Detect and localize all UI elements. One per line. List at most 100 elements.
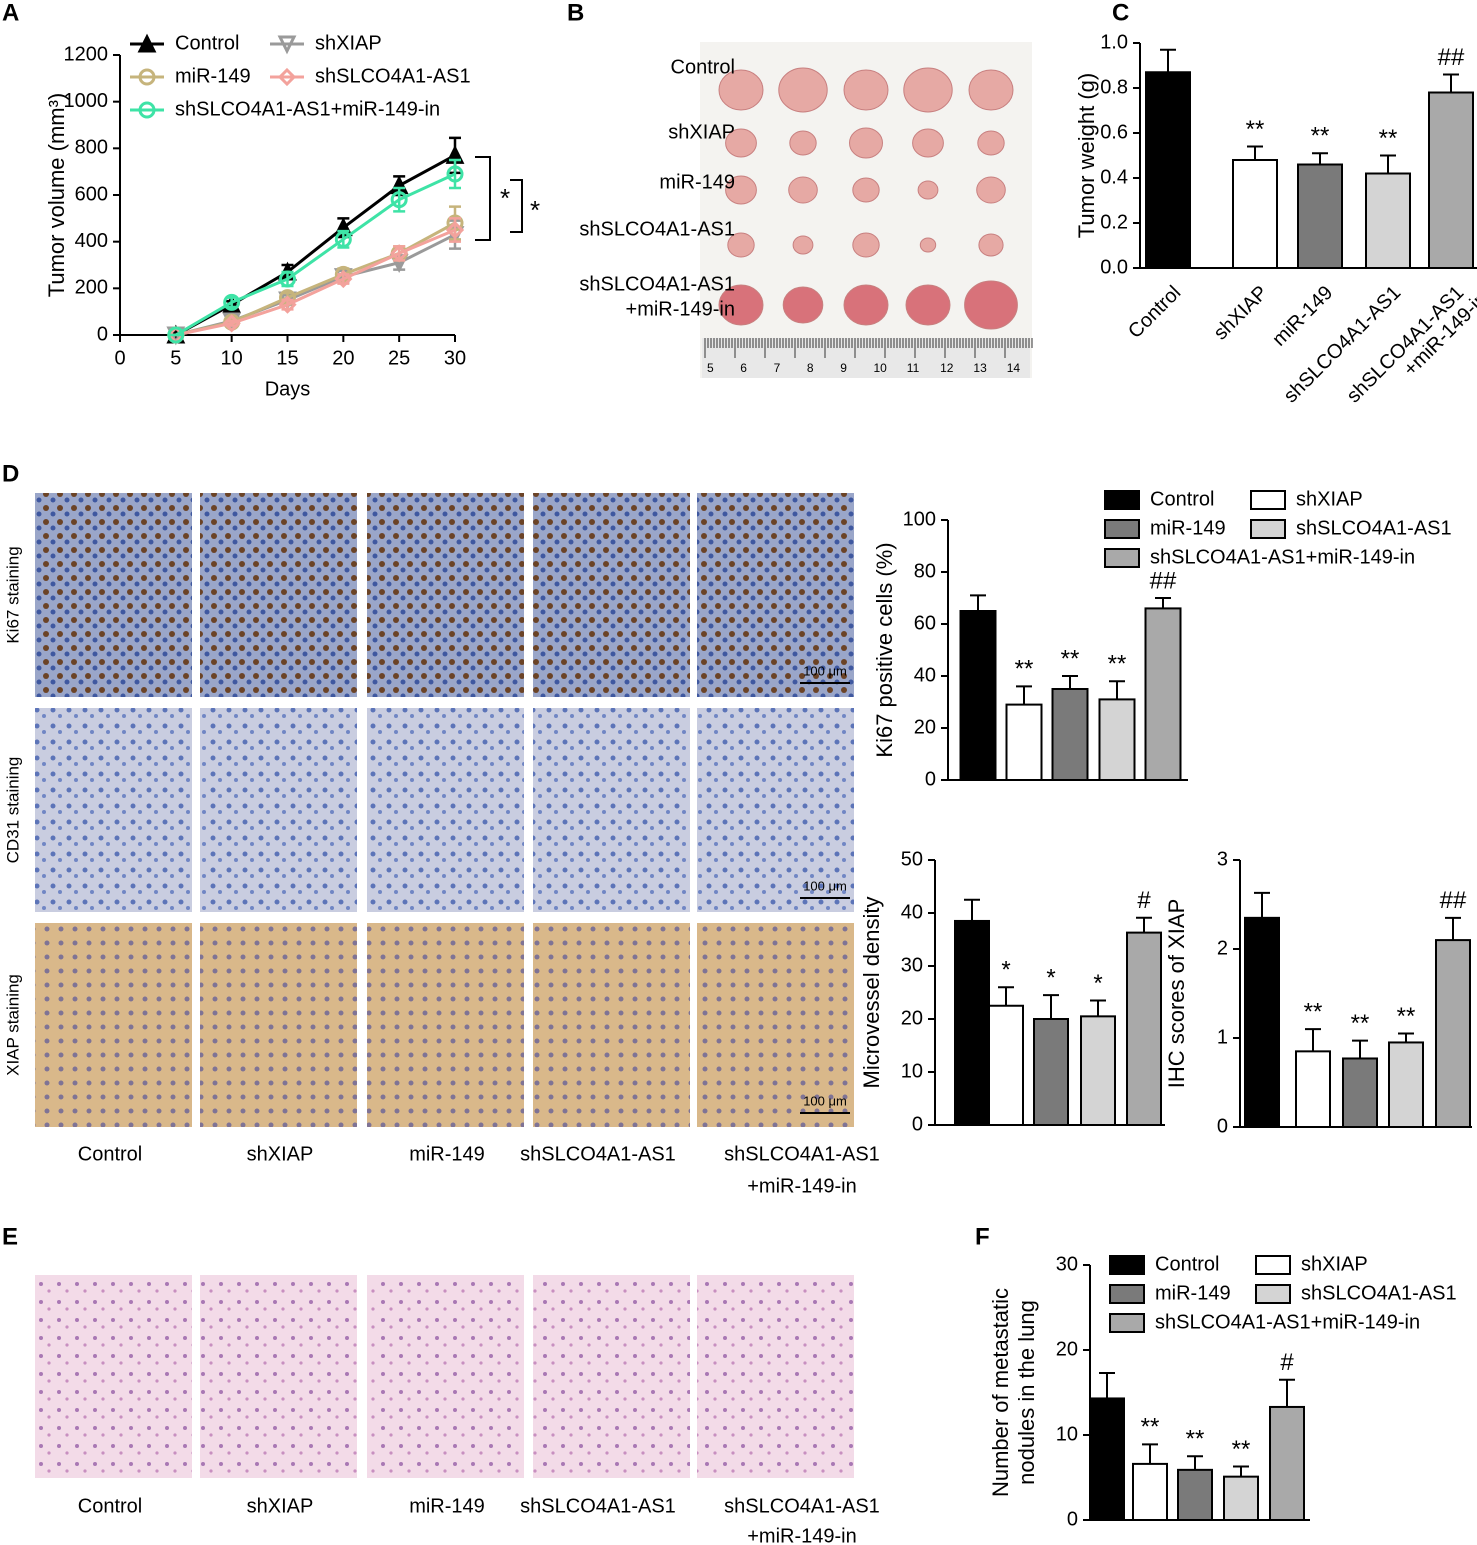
- ruler-number: 8: [807, 361, 814, 375]
- bar: [1033, 1018, 1069, 1126]
- tumor-row-label: shXIAP: [668, 121, 735, 143]
- marker: [222, 314, 241, 333]
- marker: [278, 295, 297, 314]
- panel-letter: B: [567, 0, 584, 26]
- annotation: *: [500, 183, 510, 213]
- bar: [1089, 1397, 1125, 1521]
- he-column-label: shXIAP: [247, 1495, 314, 1517]
- y-tick-label: 30: [901, 954, 923, 976]
- scale-bar-label: 100 μm: [803, 1093, 847, 1108]
- ihc-column-label: +miR-149-in: [747, 1175, 856, 1197]
- ruler-number: 12: [940, 361, 954, 375]
- legend-label: shXIAP: [1296, 488, 1363, 510]
- y-tick-label: 1200: [64, 43, 109, 65]
- x-tick-label: 20: [332, 347, 354, 369]
- marker: [445, 220, 465, 240]
- x-tick-label: miR-149: [1268, 282, 1337, 351]
- error-bar: [1352, 1039, 1368, 1059]
- ihc-photo: [35, 493, 192, 697]
- tumor: [852, 232, 880, 258]
- bar: [1005, 703, 1043, 781]
- significance: **: [1351, 1010, 1370, 1037]
- bar: [1342, 1057, 1378, 1128]
- tumor: [718, 284, 764, 326]
- he-photo: [200, 1275, 357, 1478]
- y-tick-label: 3: [1217, 848, 1228, 870]
- error-bar: [1090, 999, 1106, 1017]
- y-tick-label: 0: [912, 1113, 923, 1135]
- y-tick-label: 2: [1217, 937, 1228, 959]
- bar: [1145, 71, 1191, 269]
- tumor: [725, 175, 757, 205]
- he-column-label: +miR-149-in: [747, 1525, 856, 1545]
- bar: [1388, 1041, 1424, 1128]
- marker: [390, 191, 408, 209]
- tumor: [976, 176, 1006, 204]
- legend-swatch: [1109, 1255, 1145, 1275]
- ihc-photo: [200, 708, 357, 912]
- bar: [1232, 159, 1278, 269]
- legend-label: shSLCO4A1-AS1+miR-149-in: [1155, 1311, 1420, 1333]
- y-tick-label: 20: [901, 1007, 923, 1029]
- tumor: [718, 69, 764, 111]
- y-tick-label: 10: [901, 1060, 923, 1082]
- y-tick-label: 0.2: [1100, 211, 1128, 233]
- significance: **: [1141, 1414, 1160, 1441]
- bar: [1144, 607, 1182, 782]
- y-axis-label: Tumor volume (mm³): [44, 93, 69, 298]
- ihc-photo: [533, 923, 690, 1127]
- tumor: [792, 235, 814, 255]
- bar: [1428, 91, 1474, 269]
- significance: **: [1232, 1436, 1251, 1463]
- bar: [1051, 688, 1089, 781]
- legend-swatch: [1109, 1284, 1145, 1304]
- ihc-row-label: CD31 staining: [3, 757, 22, 864]
- tumor: [912, 128, 944, 158]
- significance: ##: [1150, 567, 1177, 594]
- y-tick-label: 200: [75, 277, 108, 299]
- panel-letter: C: [1112, 0, 1129, 26]
- legend-label: Control: [1150, 488, 1214, 510]
- tumor: [968, 69, 1014, 111]
- marker: [446, 165, 464, 183]
- tumor-row-label: shSLCO4A1-AS1: [579, 218, 735, 240]
- y-tick-label: 0: [925, 768, 936, 790]
- panel-letter: D: [2, 460, 19, 487]
- significance: **: [1379, 125, 1398, 152]
- y-axis-label: IHC scores of XIAP: [1164, 899, 1189, 1089]
- legend-label: shSLCO4A1-AS1: [1301, 1282, 1457, 1304]
- x-axis-label: Days: [265, 378, 311, 400]
- significance: ##: [1440, 887, 1467, 914]
- ihc-photo: [697, 923, 854, 1127]
- bar: [1080, 1015, 1116, 1126]
- bar: [1223, 1475, 1259, 1522]
- y-tick-label: 0.6: [1100, 121, 1128, 143]
- y-tick-label: 800: [75, 137, 108, 159]
- significance: *: [1046, 964, 1055, 991]
- bar: [988, 1004, 1024, 1126]
- significance: *: [1001, 957, 1010, 984]
- ihc-photo: [367, 708, 524, 912]
- x-tick-label: 30: [444, 347, 466, 369]
- marker: [138, 101, 156, 119]
- x-tick-label: 0: [114, 347, 125, 369]
- y-tick-label: 1: [1217, 1026, 1228, 1048]
- legend-swatch: [1250, 519, 1286, 539]
- error-bar: [1380, 154, 1396, 174]
- y-axis-label: Number of metastatic: [988, 1288, 1013, 1497]
- ruler-number: 9: [840, 361, 847, 375]
- legend-label: Control: [1155, 1253, 1219, 1275]
- bar: [1126, 931, 1162, 1126]
- x-tick-label: 5: [170, 347, 181, 369]
- legend-label: miR-149: [1150, 517, 1226, 539]
- tumor-row-label: shSLCO4A1-AS1: [579, 273, 735, 295]
- ihc-column-label: shSLCO4A1-AS1: [520, 1143, 676, 1165]
- bracket: [475, 156, 491, 241]
- error-bar: [1016, 685, 1032, 705]
- significance: #: [1137, 887, 1151, 914]
- ihc-photo: [200, 493, 357, 697]
- ruler-number: 13: [973, 361, 987, 375]
- error-bar: [449, 158, 461, 190]
- legend-label: shXIAP: [1301, 1253, 1368, 1275]
- bar: [954, 919, 990, 1127]
